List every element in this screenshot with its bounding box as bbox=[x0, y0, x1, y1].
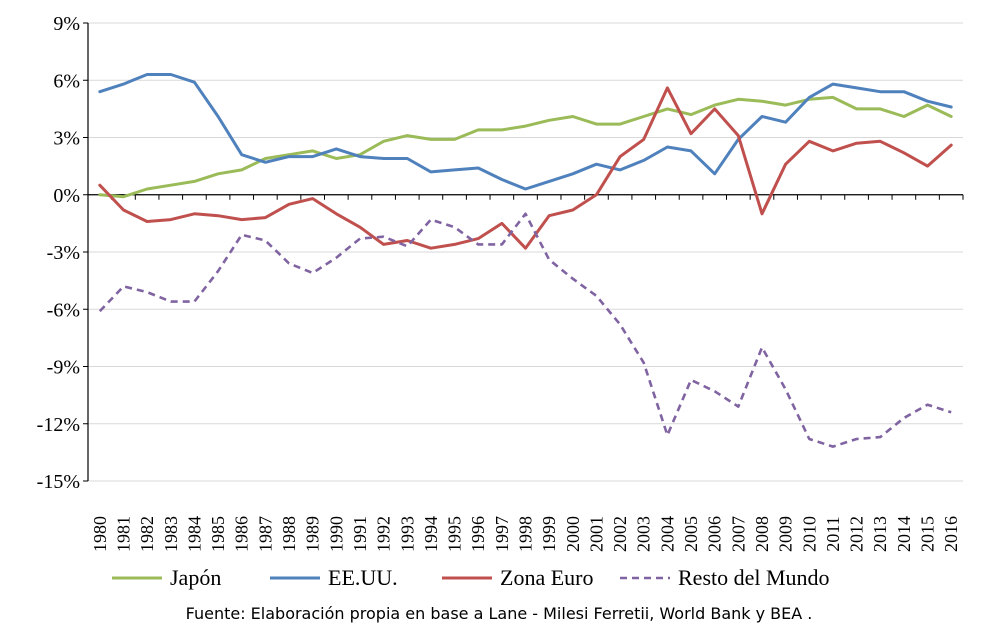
line-chart: 9%6%3%0%-3%-6%-9%-12%-15% 1980 1981 1982 19… bbox=[37, 13, 964, 590]
x-tick-label: 2001 bbox=[586, 516, 606, 552]
x-tick-label: 1982 bbox=[137, 516, 157, 552]
x-tick-label: 1992 bbox=[374, 516, 394, 552]
series-line-zona-euro bbox=[98, 86, 953, 250]
x-tick-label: 2005 bbox=[681, 516, 701, 552]
x-tick-label: 1996 bbox=[468, 516, 488, 552]
x-tick-label: 1985 bbox=[208, 516, 228, 552]
legend-label: Resto del Mundo bbox=[678, 565, 830, 590]
source-note: Fuente: Elaboración propia en base a Lan… bbox=[185, 604, 813, 623]
x-tick-label: 2000 bbox=[563, 516, 583, 552]
x-tick-label: 1989 bbox=[303, 516, 323, 552]
x-tick-label: 2006 bbox=[705, 516, 725, 552]
x-tick-label: 2011 bbox=[823, 516, 843, 551]
grid-lines bbox=[88, 22, 963, 482]
x-tick-label: 2002 bbox=[610, 516, 630, 552]
x-tick-label: 2003 bbox=[634, 516, 654, 552]
series-lines bbox=[98, 73, 953, 448]
axes bbox=[83, 22, 964, 482]
y-tick-label: 0% bbox=[53, 185, 80, 207]
x-tick-label: 1981 bbox=[113, 516, 133, 552]
x-tick-label: 1991 bbox=[350, 516, 370, 552]
y-tick-label: -9% bbox=[47, 357, 80, 379]
x-tick-label: 1994 bbox=[421, 516, 441, 552]
series-line-ee-uu- bbox=[98, 73, 953, 191]
x-tick-label: 2013 bbox=[870, 516, 890, 552]
x-tick-label: 1993 bbox=[397, 516, 417, 552]
y-tick-label: 9% bbox=[53, 13, 80, 35]
x-tick-label: 2004 bbox=[657, 516, 677, 552]
y-tick-label: -6% bbox=[47, 299, 80, 321]
x-tick-label: 2014 bbox=[894, 516, 914, 552]
legend-label: EE.UU. bbox=[328, 565, 398, 590]
x-tick-label: 2007 bbox=[728, 516, 748, 552]
legend-label: Zona Euro bbox=[500, 565, 593, 590]
x-tick-label: 1998 bbox=[516, 516, 536, 552]
legend: Japón EE.UU. Zona Euro Resto del Mundo bbox=[112, 565, 830, 590]
x-tick-label: 2015 bbox=[918, 516, 938, 552]
x-tick-label: 2016 bbox=[941, 516, 961, 552]
y-tick-label: -3% bbox=[47, 242, 80, 264]
y-tick-labels: 9% 6% 3% 0% -3% -6% -9% -12% -15% bbox=[37, 13, 80, 493]
legend-label: Japón bbox=[170, 565, 221, 590]
y-tick-label: 6% bbox=[53, 70, 80, 92]
x-tick-label: 1990 bbox=[326, 516, 346, 552]
x-tick-labels: 1980 1981 1982 1983 1984 1985 1986 1987 1988 1989… bbox=[90, 516, 961, 552]
x-tick-label: 1984 bbox=[184, 516, 204, 552]
x-tick-label: 2008 bbox=[752, 516, 772, 552]
x-tick-label: 1983 bbox=[161, 516, 181, 552]
y-tick-label: -15% bbox=[37, 471, 80, 493]
x-tick-label: 1995 bbox=[445, 516, 465, 552]
x-tick-label: 1980 bbox=[90, 516, 110, 552]
x-tick-label: 1987 bbox=[255, 516, 275, 552]
series-line-resto-del-mundo bbox=[98, 212, 952, 448]
x-tick-label: 1986 bbox=[232, 516, 252, 552]
x-tick-label: 1997 bbox=[492, 516, 512, 552]
x-tick-label: 2009 bbox=[776, 516, 796, 552]
x-tick-label: 2010 bbox=[799, 516, 819, 552]
y-tick-label: 3% bbox=[53, 128, 80, 150]
x-tick-label: 1999 bbox=[539, 516, 559, 552]
x-tick-label: 2012 bbox=[847, 516, 867, 552]
y-tick-label: -12% bbox=[37, 414, 80, 436]
x-tick-label: 1988 bbox=[279, 516, 299, 552]
